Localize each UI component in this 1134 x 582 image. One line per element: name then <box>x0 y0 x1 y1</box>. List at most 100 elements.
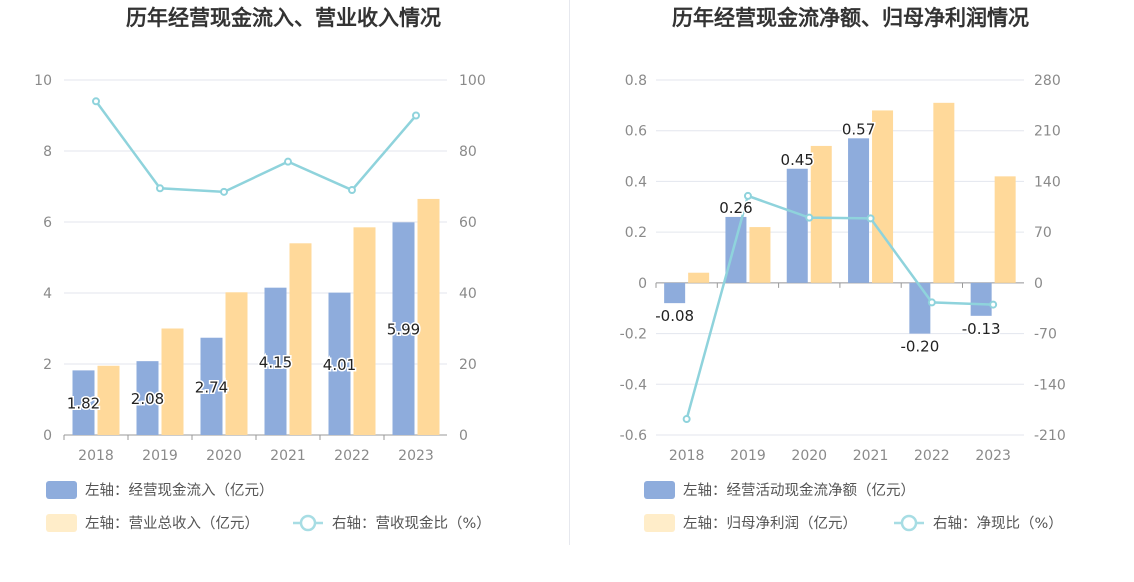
legend-label: 右轴：净现比（%） <box>933 515 1063 532</box>
y-tick-label-left: 0.8 <box>625 73 647 89</box>
data-label: 1.82 <box>67 395 100 413</box>
y-tick-label-left: -0.6 <box>620 428 647 444</box>
bar <box>417 198 440 435</box>
panel-divider <box>569 0 570 545</box>
line-point <box>805 213 814 222</box>
bar <box>749 227 771 283</box>
data-label: 5.99 <box>387 321 420 339</box>
x-tick-label: 2021 <box>853 448 889 464</box>
legend-label: 左轴：营业总收入（亿元） <box>85 515 259 532</box>
line-point <box>989 300 998 309</box>
y-tick-label-right: 0 <box>459 428 468 444</box>
x-tick-label: 2023 <box>975 448 1011 464</box>
x-tick-label: 2018 <box>669 448 705 464</box>
bar <box>786 168 808 283</box>
data-label: 0.45 <box>781 151 814 169</box>
y-tick-label-left: -0.4 <box>620 377 647 393</box>
y-tick-label-left: 10 <box>34 73 52 89</box>
line-point <box>92 97 100 106</box>
legend-label: 左轴：经营活动现金流净额（亿元） <box>683 482 915 499</box>
y-tick-label-right: -140 <box>1034 377 1066 393</box>
data-label: 2.74 <box>195 378 228 396</box>
data-label: 2.08 <box>131 390 164 408</box>
x-tick-label: 2022 <box>914 448 950 464</box>
line-point <box>220 187 228 196</box>
chart-title: 历年经营现金流入、营业收入情况 <box>126 6 441 30</box>
bar <box>810 145 832 283</box>
data-label: 4.01 <box>323 356 356 374</box>
legend-swatch <box>46 514 77 532</box>
bar <box>872 110 894 283</box>
y-tick-label-right: -210 <box>1034 428 1066 444</box>
bar <box>328 292 351 435</box>
y-tick-label-right: 0 <box>1034 276 1043 292</box>
line-point <box>284 157 292 166</box>
bar <box>688 272 710 283</box>
series-line <box>685 194 994 420</box>
series-line <box>94 100 417 194</box>
x-tick-label: 2023 <box>398 448 434 464</box>
y-tick-label-right: 210 <box>1034 124 1061 140</box>
y-tick-label-left: -0.2 <box>620 327 647 343</box>
bar <box>725 216 747 283</box>
bar <box>848 138 870 283</box>
legend-label: 左轴：经营现金流入（亿元） <box>85 482 274 499</box>
bar <box>264 287 287 435</box>
y-tick-label-right: 60 <box>459 215 477 231</box>
y-tick-label-left: 4 <box>43 286 52 302</box>
x-tick-label: 2022 <box>334 448 370 464</box>
y-tick-label-right: 20 <box>459 357 477 373</box>
y-tick-label-left: 0.2 <box>625 225 647 241</box>
legend-label: 右轴：营收现金比（%） <box>332 515 491 532</box>
y-tick-label-right: 280 <box>1034 73 1061 89</box>
x-tick-label: 2020 <box>206 448 242 464</box>
y-tick-label-right: 140 <box>1034 174 1061 190</box>
chart-canvas: -0.6-0.4-0.200.20.40.60.8-210-140-700701… <box>620 73 1066 532</box>
line-point <box>682 415 691 424</box>
chart-panel-right: 历年经营现金流净额、归母净利润情况 -0.6 -0.4 -0.2 0 0.2 0.4 0.6… <box>567 0 1134 582</box>
y-tick-label-left: 2 <box>43 357 52 373</box>
y-tick-label-left: 8 <box>43 144 52 160</box>
legend-label: 左轴：归母净利润（亿元） <box>683 515 857 532</box>
chart-title: 历年经营现金流净额、归母净利润情况 <box>672 6 1029 30</box>
bar <box>72 370 95 435</box>
x-tick-label: 2019 <box>730 448 766 464</box>
bar <box>225 292 248 435</box>
line-point <box>743 191 752 200</box>
line-point <box>412 111 420 120</box>
x-tick-label: 2021 <box>270 448 306 464</box>
legend-swatch <box>46 481 77 499</box>
bar <box>970 282 992 316</box>
bar <box>994 176 1016 283</box>
bar <box>289 243 312 435</box>
line-point <box>927 298 936 307</box>
y-tick-label-left: 0 <box>638 276 647 292</box>
bar <box>97 365 120 435</box>
y-tick-label-left: 6 <box>43 215 52 231</box>
x-tick-label: 2019 <box>142 448 178 464</box>
legend-swatch <box>299 514 317 532</box>
data-label: 0.57 <box>842 120 875 138</box>
bar <box>200 337 223 435</box>
y-tick-label-left: 0.4 <box>625 174 647 190</box>
bar <box>664 282 686 304</box>
bar <box>933 102 955 283</box>
bar <box>161 328 184 435</box>
line-point <box>156 184 164 193</box>
legend-swatch <box>644 481 675 499</box>
bar <box>136 361 159 435</box>
data-label: -0.13 <box>962 320 1001 338</box>
y-tick-label-right: 100 <box>459 73 486 89</box>
legend-swatch <box>644 514 675 532</box>
legend-swatch <box>900 514 918 532</box>
data-label: 4.15 <box>259 353 292 371</box>
y-tick-label-right: -70 <box>1034 327 1057 343</box>
data-label: 0.26 <box>719 199 752 217</box>
line-point <box>348 186 356 195</box>
y-tick-label-right: 40 <box>459 286 477 302</box>
x-tick-label: 2018 <box>78 448 114 464</box>
y-tick-label-right: 80 <box>459 144 477 160</box>
y-tick-label-left: 0.6 <box>625 124 647 140</box>
bar <box>392 222 415 435</box>
